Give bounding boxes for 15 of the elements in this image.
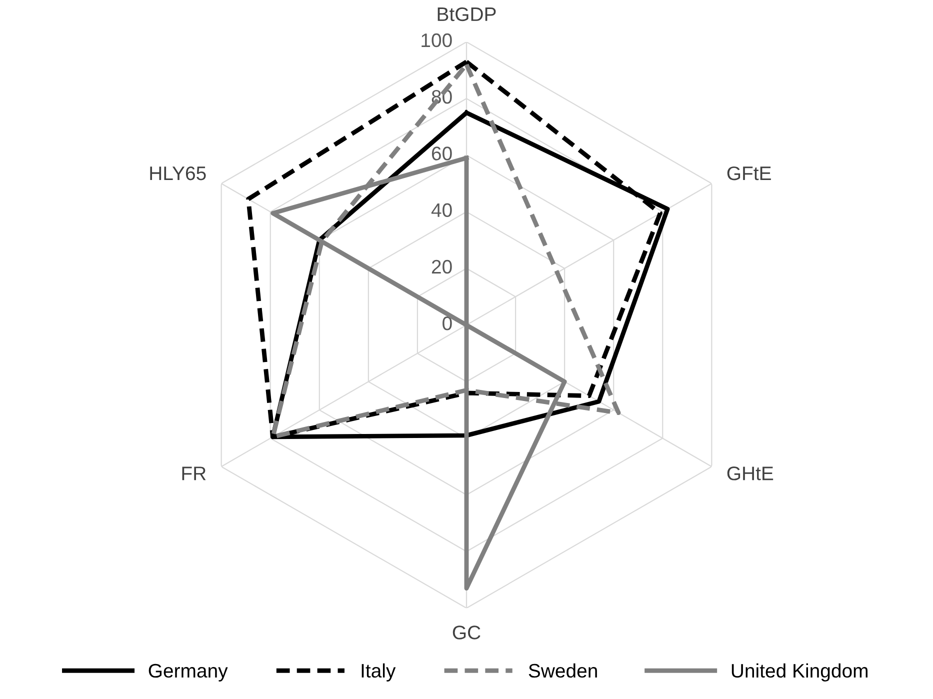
- spoke-label: FR: [182, 466, 206, 480]
- spoke-label: GHtE: [727, 466, 774, 480]
- y-tick-label: 40: [431, 203, 452, 218]
- legend-label: Sweden: [528, 663, 597, 678]
- legend-label: Germany: [148, 664, 228, 682]
- spoke-label: GC: [452, 626, 480, 640]
- legend-label: Italy: [362, 663, 396, 682]
- spoke-label: HLY65: [150, 166, 206, 180]
- spoke-label: BtGDP: [438, 7, 496, 22]
- y-tick-label: 60: [432, 146, 452, 160]
- y-tick-label: 0: [442, 316, 452, 330]
- y-tick-label: 100: [422, 33, 452, 48]
- y-tick-label: 20: [432, 260, 452, 274]
- spoke-label: GFtE: [727, 166, 771, 180]
- legend-label: United Kingdom: [732, 663, 868, 682]
